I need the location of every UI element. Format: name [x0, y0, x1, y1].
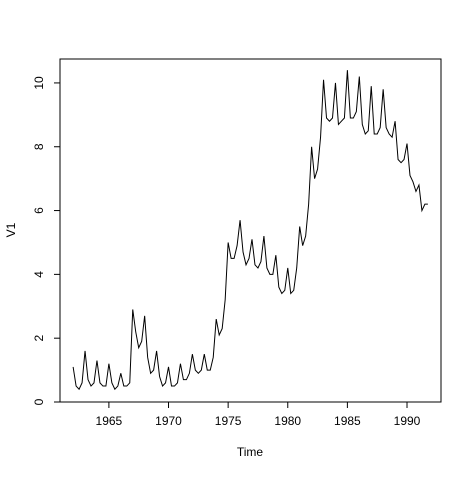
x-tick-label: 1990	[394, 414, 421, 428]
x-tick-label: 1985	[334, 414, 361, 428]
x-tick-label: 1970	[155, 414, 182, 428]
x-axis-label: Time	[237, 445, 264, 459]
y-tick-label: 4	[32, 271, 46, 278]
y-axis-label: V1	[4, 222, 18, 237]
y-tick-label: 8	[32, 143, 46, 150]
y-tick-label: 10	[32, 76, 46, 90]
x-tick-label: 1980	[274, 414, 301, 428]
y-tick-label: 2	[32, 335, 46, 342]
x-tick-label: 1965	[96, 414, 123, 428]
x-tick-label: 1975	[215, 414, 242, 428]
y-tick-label: 0	[32, 398, 46, 405]
y-tick-label: 6	[32, 207, 46, 214]
line	[72, 70, 428, 391]
plot-box	[59, 58, 442, 403]
